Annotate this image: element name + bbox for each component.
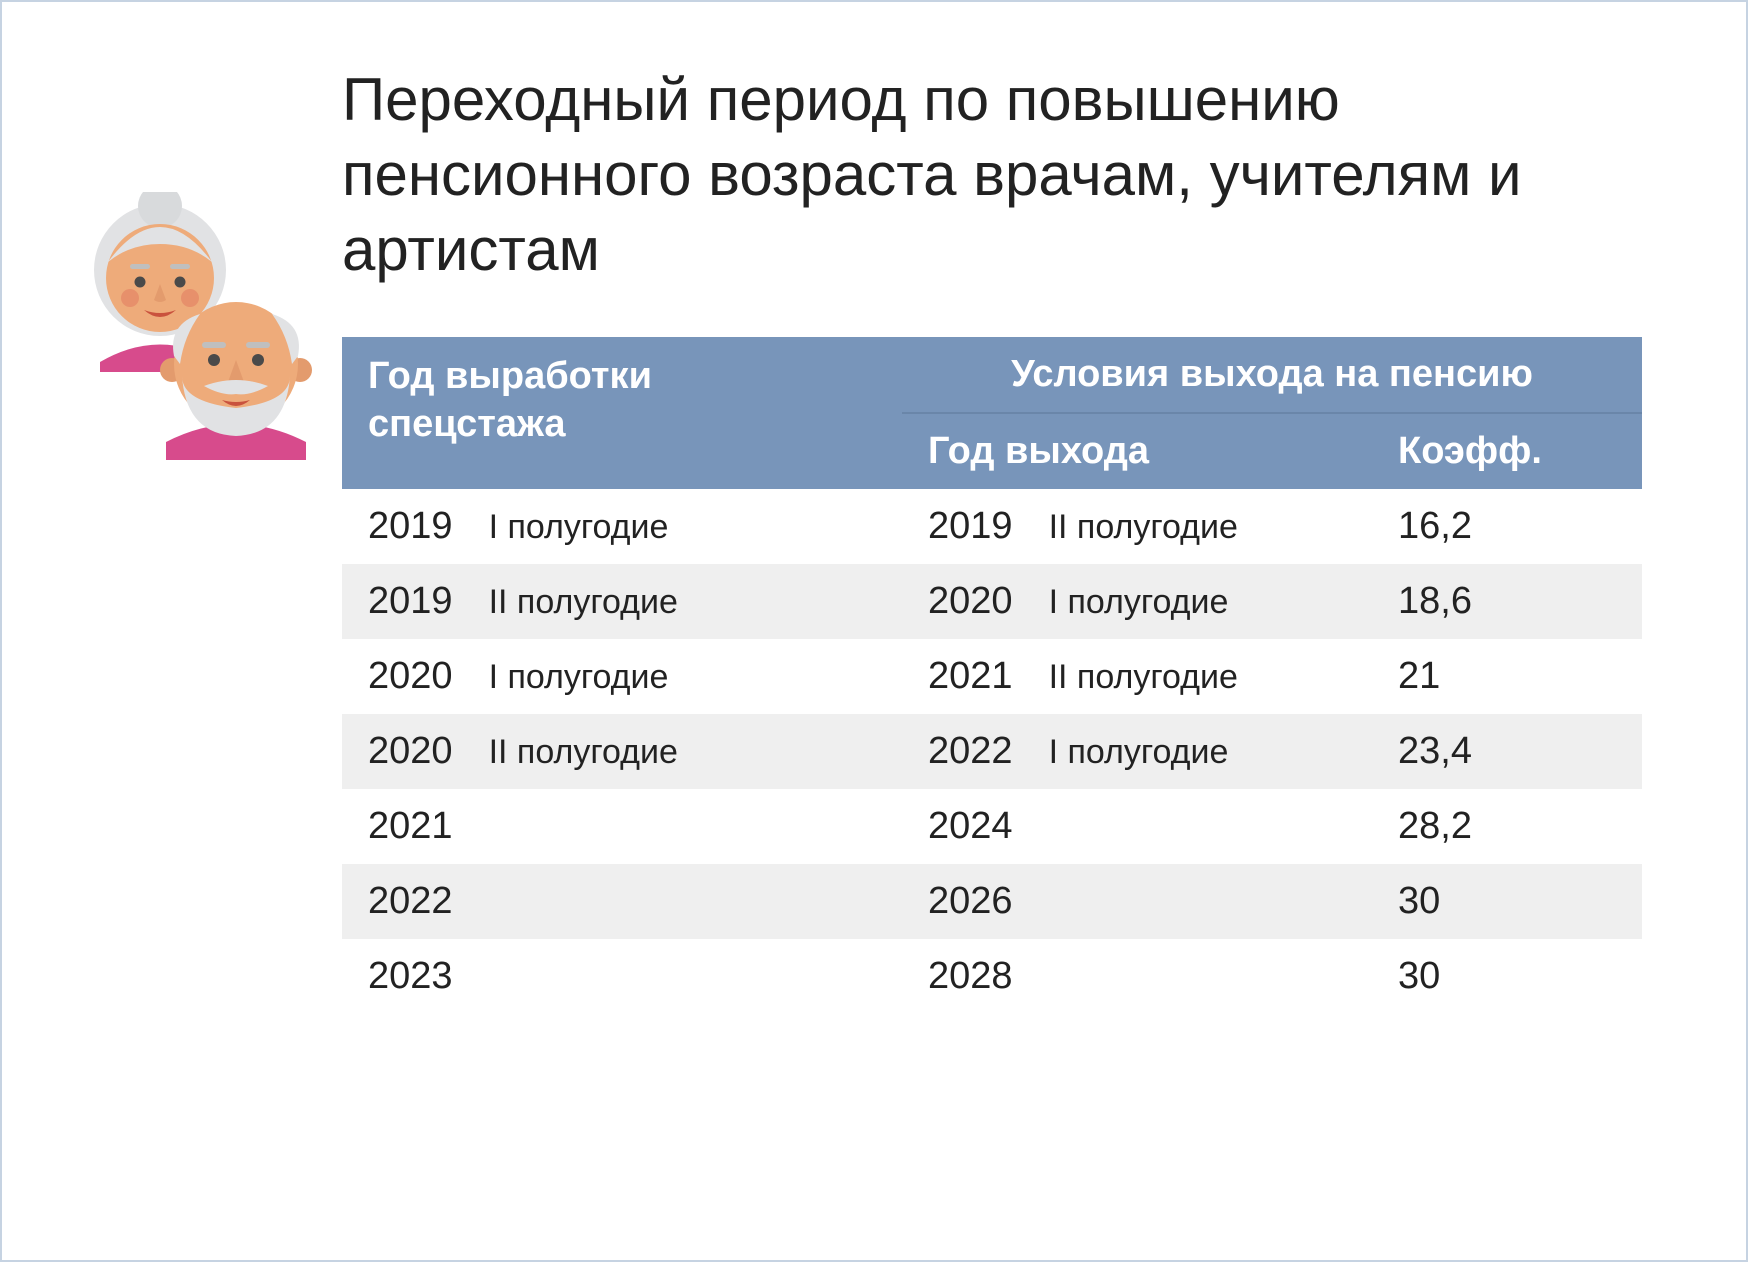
cell-spec-year: 2023	[342, 939, 902, 1014]
cell-spec-year: 2021	[342, 789, 902, 864]
cell-coef: 28,2	[1372, 789, 1642, 864]
cell-spec-year: 2019 II полугодие	[342, 564, 902, 639]
th-spec-year-l2: спецстажа	[368, 403, 566, 445]
man-icon	[160, 302, 312, 460]
cell-spec-year: 2020 II полугодие	[342, 714, 902, 789]
table-row: 2019 I полугодие2019 II полугодие16,2	[342, 489, 1642, 564]
cell-coef: 30	[1372, 939, 1642, 1014]
cell-coef: 18,6	[1372, 564, 1642, 639]
cell-exit-year: 2026	[902, 864, 1372, 939]
table-row: 2020 I полугодие2021 II полугодие21	[342, 639, 1642, 714]
th-spec-year: Год выработки спецстажа	[342, 337, 902, 489]
pension-table: Год выработки спецстажа Условия выхода н…	[342, 337, 1642, 1014]
cell-exit-year: 2019 II полугодие	[902, 489, 1372, 564]
cell-coef: 23,4	[1372, 714, 1642, 789]
table-row: 2023202830	[342, 939, 1642, 1014]
cell-exit-year: 2020 I полугодие	[902, 564, 1372, 639]
table-body: 2019 I полугодие2019 II полугодие16,2201…	[342, 489, 1642, 1014]
table-row: 2021202428,2	[342, 789, 1642, 864]
th-coef: Коэфф.	[1372, 413, 1642, 489]
cell-exit-year: 2022 I полугодие	[902, 714, 1372, 789]
cell-coef: 30	[1372, 864, 1642, 939]
cell-exit-year: 2024	[902, 789, 1372, 864]
page-title: Переходный период по повышению пенсионно…	[342, 62, 1636, 287]
th-conditions-group: Условия выхода на пенсию	[902, 337, 1642, 413]
cell-spec-year: 2022	[342, 864, 902, 939]
cell-exit-year: 2021 II полугодие	[902, 639, 1372, 714]
table: Год выработки спецстажа Условия выхода н…	[342, 337, 1642, 1014]
table-row: 2020 II полугодие2022 I полугодие23,4	[342, 714, 1642, 789]
cell-coef: 16,2	[1372, 489, 1642, 564]
table-row: 2019 II полугодие2020 I полугодие18,6	[342, 564, 1642, 639]
th-spec-year-l1: Год выработки	[368, 355, 652, 397]
cell-coef: 21	[1372, 639, 1642, 714]
cell-spec-year: 2020 I полугодие	[342, 639, 902, 714]
table-header: Год выработки спецстажа Условия выхода н…	[342, 337, 1642, 489]
cell-spec-year: 2019 I полугодие	[342, 489, 902, 564]
th-exit-year: Год выхода	[902, 413, 1372, 489]
table-row: 2022202630	[342, 864, 1642, 939]
page: Переходный период по повышению пенсионно…	[0, 0, 1748, 1262]
cell-exit-year: 2028	[902, 939, 1372, 1014]
elderly-people-icon	[80, 192, 320, 472]
